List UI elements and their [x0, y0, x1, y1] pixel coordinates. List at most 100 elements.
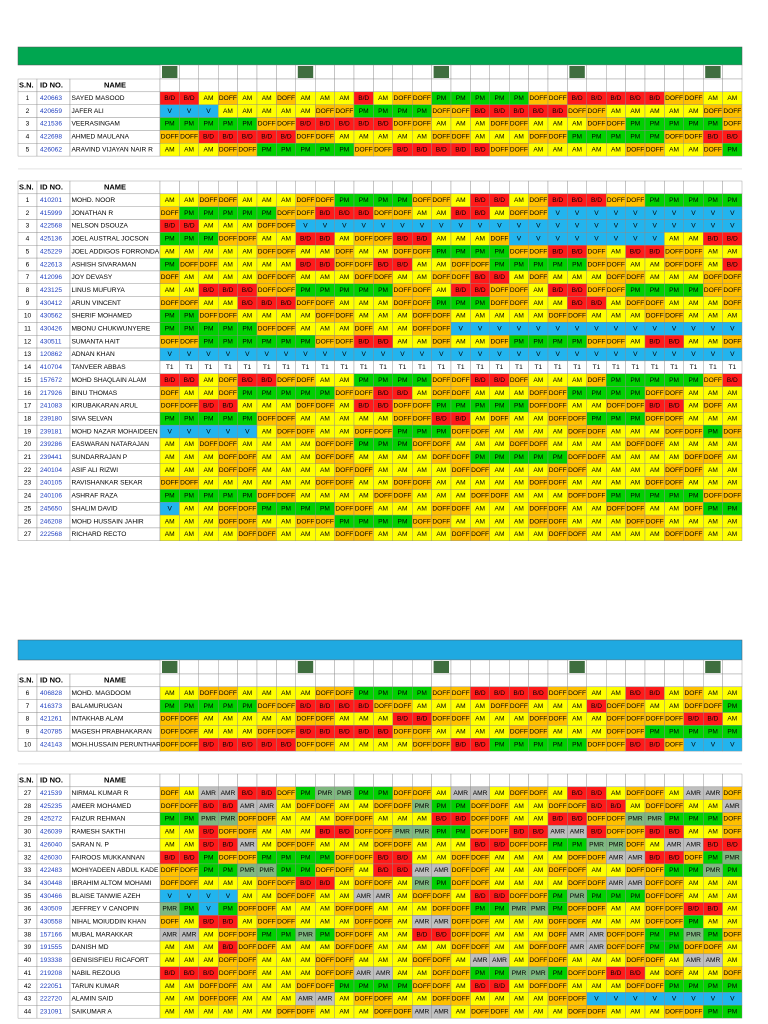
shift-code: AM [378, 505, 388, 512]
header-sn: S.N. [19, 182, 34, 191]
shift-code: AM [689, 441, 699, 448]
shift-code: DOFF [161, 741, 179, 748]
shift-code: PM [417, 690, 427, 697]
employee-name: MOH.HUSSAIN PERUNTHAR [72, 741, 162, 748]
shift-code: AM [339, 880, 349, 887]
shift-code: AM [475, 518, 485, 525]
shift-code: DOFF [219, 970, 237, 977]
shift-code: DOFF [316, 803, 334, 810]
shift-code: B/D [222, 841, 233, 848]
shift-code: PM [165, 261, 175, 268]
shift-code: PM [630, 377, 640, 384]
shift-code: V [420, 223, 425, 230]
shift-code: AM [262, 236, 272, 243]
shift-code: B/D [242, 287, 253, 294]
shift-code: AM [727, 518, 737, 525]
employee-name: MOHD. MAGDOOM [72, 690, 131, 697]
shift-code: B/D [339, 729, 350, 736]
shift-code: AM [184, 454, 194, 461]
shift-code: V [400, 223, 405, 230]
shift-code: PM [262, 854, 272, 861]
shift-code: AM [262, 957, 272, 964]
employee-name: JONATHAN R [72, 210, 114, 217]
shift-code: DOFF [510, 790, 528, 797]
header-cell [470, 180, 490, 195]
shift-code: DOFF [568, 415, 586, 422]
day-header-cell [217, 64, 238, 80]
shift-code: AMR [434, 919, 449, 926]
header-cell [179, 78, 199, 93]
shift-code: AM [495, 729, 505, 736]
shift-code: AM [359, 1008, 369, 1015]
day-header-cell [179, 64, 199, 80]
shift-code: AM [727, 880, 737, 887]
header-cell [159, 78, 180, 93]
shift-code: AM [301, 957, 311, 964]
serial-number: 16 [24, 390, 32, 397]
shift-code: AMR [686, 790, 701, 797]
shift-code: DOFF [258, 274, 276, 281]
shift-code: PM [320, 854, 330, 861]
header-cell [528, 773, 549, 788]
day-header-cell [625, 659, 646, 675]
shift-code: AM [553, 493, 563, 500]
shift-code: AM [242, 403, 252, 410]
shift-code: DOFF [335, 248, 353, 255]
shift-code: AM [223, 716, 233, 723]
shift-code: DOFF [277, 790, 295, 797]
employee-name: FAIROOS MUKKANNAN [72, 854, 146, 861]
shift-code: PM [495, 906, 505, 913]
shift-code: B/D [727, 261, 738, 268]
shift-code: B/D [669, 338, 680, 345]
shift-code: DOFF [491, 1008, 509, 1015]
shift-code: AM [650, 261, 660, 268]
shift-code: DOFF [258, 816, 276, 823]
shift-code: AM [495, 790, 505, 797]
shift-code: AM [398, 919, 408, 926]
employee-name: SAYED MASOOD [72, 95, 125, 102]
shift-code: AM [204, 880, 214, 887]
shift-code: B/D [261, 134, 272, 141]
shift-code: AM [533, 919, 543, 926]
shift-code: PM [378, 287, 388, 294]
shift-code: AM [262, 841, 272, 848]
shift-code: AM [630, 428, 640, 435]
shift-code: PM [359, 690, 369, 697]
shift-code: DOFF [374, 841, 392, 848]
shift-code: B/D [572, 95, 583, 102]
shift-code: PM [572, 338, 582, 345]
header-cell [179, 180, 199, 195]
header-cell [509, 78, 529, 93]
shift-code: B/D [533, 690, 544, 697]
shift-code: AM [689, 480, 699, 487]
shift-code: V [303, 223, 308, 230]
shift-code: DOFF [277, 493, 295, 500]
shift-code: PM [223, 338, 233, 345]
employee-id: 157672 [40, 377, 62, 384]
shift-code: B/D [591, 829, 602, 836]
shift-code: PM [553, 261, 563, 268]
shift-code: DOFF [297, 841, 315, 848]
shift-code: DOFF [258, 703, 276, 710]
shift-code: DOFF [335, 313, 353, 320]
shift-code: AM [436, 703, 446, 710]
shift-code: DOFF [355, 906, 373, 913]
day-header-cell [644, 64, 665, 80]
day-header-cell [509, 64, 529, 80]
shift-code: DOFF [665, 803, 683, 810]
shift-code: PM [514, 403, 524, 410]
shift-code: PM [262, 338, 272, 345]
shift-code: AM [204, 944, 214, 951]
header-cell [159, 773, 180, 788]
shift-code: B/D [397, 390, 408, 397]
shift-code: PM [223, 121, 233, 128]
shift-code: DOFF [491, 829, 509, 836]
serial-number: 40 [24, 957, 32, 964]
header-cell [489, 773, 510, 788]
day-header-cell [664, 64, 685, 80]
shift-code: AM [592, 467, 602, 474]
shift-code: DOFF [297, 1008, 315, 1015]
shift-code: DOFF [394, 703, 412, 710]
shift-code: AM [242, 983, 252, 990]
shift-code: PM [398, 518, 408, 525]
